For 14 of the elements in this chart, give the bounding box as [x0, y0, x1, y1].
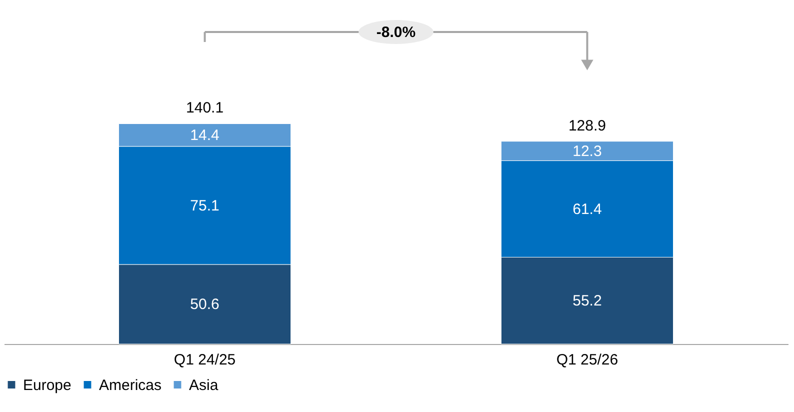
data-label: 75.1: [190, 197, 220, 214]
legend-label: Europe: [23, 376, 72, 394]
data-label: 14.4: [190, 127, 220, 144]
data-label: 50.6: [190, 296, 220, 314]
data-label: 12.3: [572, 143, 602, 160]
x-tick-label: Q1 24/25: [174, 352, 236, 368]
text: -8.0%: [376, 24, 416, 41]
total-label: 128.9: [568, 117, 606, 134]
data-label: 61.4: [572, 200, 602, 218]
legend-label: Americas: [99, 376, 162, 394]
total-label: 140.1: [186, 100, 224, 117]
x-tick-label: Q1 25/26: [556, 352, 618, 368]
legend-label: Asia: [189, 376, 219, 394]
data-label: 55.2: [572, 292, 602, 310]
